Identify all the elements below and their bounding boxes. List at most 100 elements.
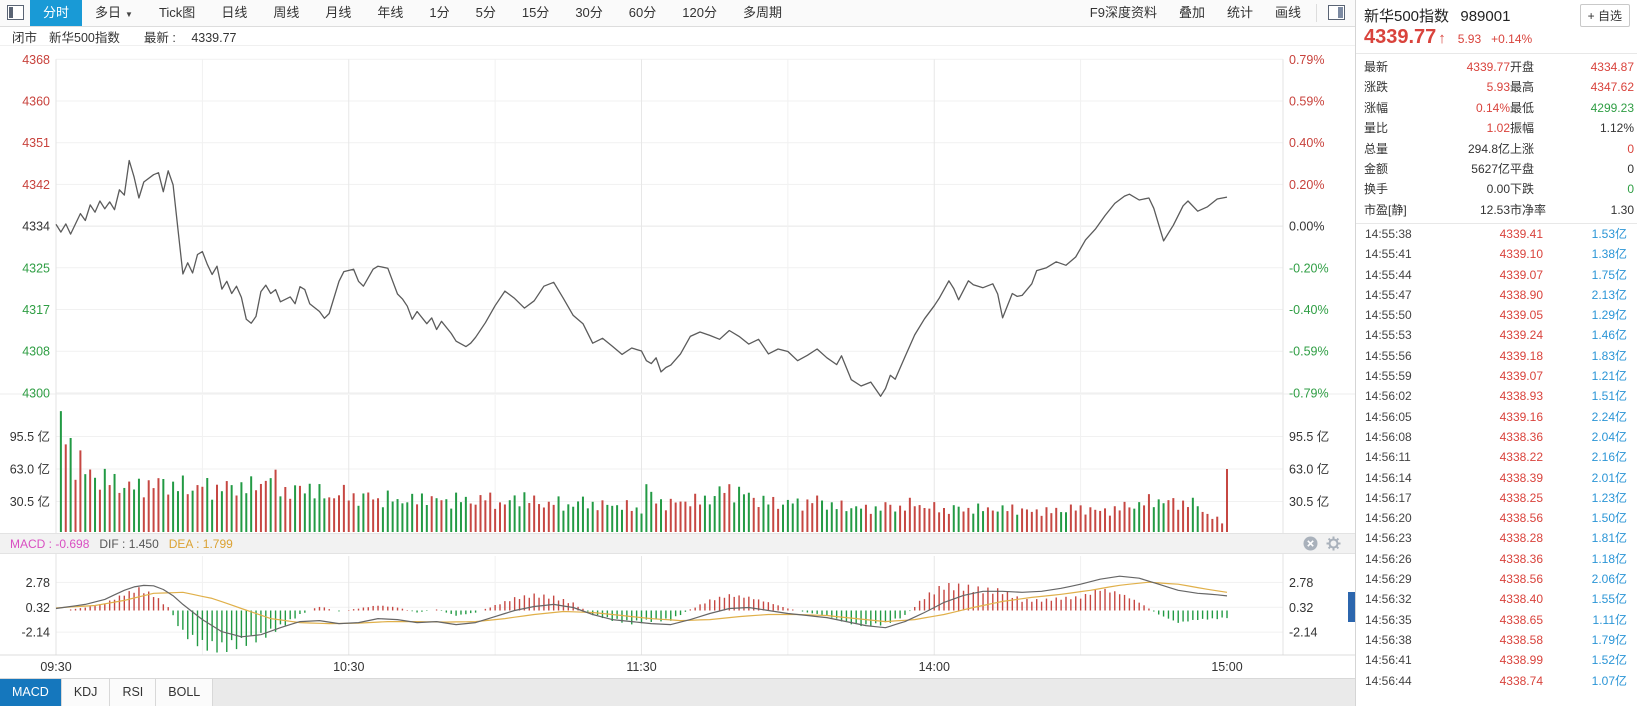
svg-text:-0.59%: -0.59% [1289,345,1329,359]
chevron-down-icon: ▼ [125,10,133,19]
svg-text:30.5 亿: 30.5 亿 [10,494,50,509]
instrument-name: 新华500指数 [49,31,120,45]
tape-row[interactable]: 14:56:29 4338.56 2.06亿 [1356,569,1637,589]
tab-120min[interactable]: 120分 [682,5,717,20]
sidebar-toggle-icon[interactable] [7,5,24,20]
latest-price-label: 最新 : 4339.77 [143,31,237,45]
tab-daily[interactable]: 日线 [221,5,248,20]
quote-field-label: 换手 [1364,182,1389,197]
tape-time: 14:55:38 [1365,227,1412,241]
last-price: 4339.77 [1364,26,1437,48]
add-watchlist-button[interactable]: + 自选 [1579,4,1630,27]
quote-field-label: 最新 [1364,60,1389,74]
overlay-button[interactable]: 叠加 [1178,5,1205,20]
svg-text:15:00: 15:00 [1211,660,1242,674]
tape-row[interactable]: 14:55:44 4339.07 1.75亿 [1356,265,1637,285]
tape-price: 4338.36 [1499,429,1543,444]
tape-row[interactable]: 14:55:47 4338.90 2.13亿 [1356,285,1637,305]
tape-row[interactable]: 14:55:53 4339.24 1.46亿 [1356,325,1637,345]
tab-monthly[interactable]: 月线 [325,5,352,20]
tape-row[interactable]: 14:56:35 4338.65 1.11亿 [1356,610,1637,630]
quote-field-label: 平盘 [1510,162,1535,177]
svg-text:4360: 4360 [22,95,50,109]
quote-field-label: 金额 [1364,162,1389,177]
intraday-chart[interactable]: 4368 4360 4351 4342 4334 4325 4317 4308 4300 0.79… [0,46,1355,678]
tape-row[interactable]: 14:55:50 4339.05 1.29亿 [1356,305,1637,325]
f9-depth-info-button[interactable]: F9深度资料 [1089,5,1157,20]
tape-volume: 1.51亿 [1591,389,1627,404]
tape-row[interactable]: 14:56:17 4338.25 1.23亿 [1356,488,1637,508]
tab-5min[interactable]: 5分 [475,5,496,20]
tab-multi-period[interactable]: 多周期 [742,5,782,20]
tab-weekly[interactable]: 周线 [273,5,300,20]
svg-text:0.40%: 0.40% [1289,136,1324,150]
tab-30min[interactable]: 30分 [575,5,603,20]
tape-price: 4339.10 [1499,247,1543,262]
tab-multi-day[interactable]: 多日 ▼ [95,5,133,20]
tape-price: 4338.40 [1499,592,1543,607]
tape-row[interactable]: 14:56:23 4338.28 1.81亿 [1356,528,1637,548]
quote-field-value: 5627亿 [1471,162,1510,177]
tape-row[interactable]: 14:56:02 4338.93 1.51亿 [1356,386,1637,406]
tape-volume: 1.07亿 [1591,673,1627,688]
svg-text:09:30: 09:30 [40,660,71,674]
tape-row[interactable]: 14:56:20 4338.56 1.50亿 [1356,508,1637,528]
indicator-settings-gear-icon[interactable] [1326,536,1341,551]
tape-time: 14:56:44 [1365,673,1412,688]
tape-row[interactable]: 14:56:32 4338.40 1.55亿 [1356,589,1637,609]
svg-text:0.00%: 0.00% [1289,220,1324,234]
svg-text:-2.14: -2.14 [1289,626,1318,640]
tab-macd[interactable]: MACD [0,679,62,706]
tape-row[interactable]: 14:55:41 4339.10 1.38亿 [1356,244,1637,264]
tape-row[interactable]: 14:56:38 4338.58 1.79亿 [1356,630,1637,650]
quote-field-value: 1.02 [1486,121,1510,136]
tab-60min[interactable]: 60分 [628,5,657,20]
tab-boll[interactable]: BOLL [156,679,214,706]
tape-row[interactable]: 14:56:11 4338.22 2.16亿 [1356,447,1637,467]
tab-kdj[interactable]: KDJ [61,679,111,706]
statistics-button[interactable]: 统计 [1226,5,1253,20]
tape-volume: 1.18亿 [1591,551,1627,566]
tape-row[interactable]: 14:56:41 4338.99 1.52亿 [1356,650,1637,670]
tape-volume: 1.21亿 [1591,369,1627,384]
tab-1min[interactable]: 1分 [429,5,450,20]
tape-row[interactable]: 14:56:08 4338.36 2.04亿 [1356,427,1637,447]
tape-row[interactable]: 14:56:26 4338.36 1.18亿 [1356,549,1637,569]
tape-row[interactable]: 14:56:14 4338.39 2.01亿 [1356,468,1637,488]
tab-yearly[interactable]: 年线 [377,5,404,20]
svg-text:-2.14: -2.14 [22,626,51,640]
tab-15min[interactable]: 15分 [521,5,550,20]
tab-rsi[interactable]: RSI [110,679,157,706]
tape-row[interactable]: 14:56:05 4339.16 2.24亿 [1356,407,1637,427]
dea-value: DEA : 1.799 [168,536,233,551]
quote-field-value: 0.00 [1486,182,1510,197]
quote-field-label: 量比 [1364,121,1389,136]
scrollbar-thumb[interactable] [1348,592,1355,622]
tape-price: 4338.74 [1499,673,1543,688]
tab-fenshi[interactable]: 分时 [30,0,83,26]
period-tabs: 分时 多日 ▼ Tick图 日线 周线 月线 年线 1分 5分 15分 30分 60分 120分 多周期 [30,0,795,26]
svg-text:63.0 亿: 63.0 亿 [1289,462,1329,477]
tape-volume: 1.53亿 [1591,227,1627,241]
tape-volume: 2.13亿 [1591,287,1627,302]
tape-row[interactable]: 14:55:59 4339.07 1.21亿 [1356,366,1637,386]
quote-field-value: 1.12% [1599,121,1634,136]
draw-line-button[interactable]: 画线 [1274,5,1301,20]
close-indicator-icon[interactable] [1303,536,1318,551]
tape-volume: 1.55亿 [1591,592,1627,607]
tape-volume: 2.24亿 [1591,409,1627,424]
time-and-sales-list[interactable]: 14:55:38 4339.41 1.53亿 14:55:41 4339.10 1.38亿… [1356,224,1637,706]
divider [1356,223,1637,225]
tape-row[interactable]: 14:55:56 4339.18 1.83亿 [1356,346,1637,366]
tape-price: 4338.56 [1499,511,1543,526]
tape-row[interactable]: 14:55:38 4339.41 1.53亿 [1356,224,1637,244]
tape-volume: 1.38亿 [1591,247,1627,262]
panel-toggle-icon[interactable] [1328,5,1345,20]
tab-tick[interactable]: Tick图 [158,5,196,20]
tape-time: 14:56:08 [1365,429,1412,444]
tape-time: 14:56:11 [1365,450,1411,465]
quote-field-value: 4334.87 [1590,60,1634,74]
svg-text:2.78: 2.78 [1289,576,1313,590]
tape-row[interactable]: 14:56:44 4338.74 1.07亿 [1356,671,1637,691]
quote-panel: 新华500指数 989001 + 自选 4339.77 ↑ 5.93 +0.14… [1355,0,1637,706]
